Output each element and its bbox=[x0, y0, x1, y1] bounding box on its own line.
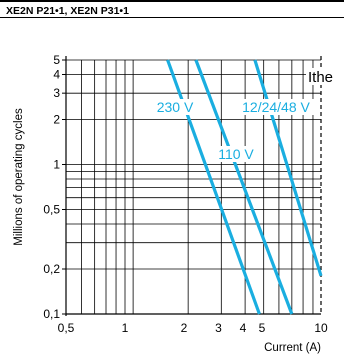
ithe-label: Ithe bbox=[308, 69, 333, 86]
y-tick-label: 0,5 bbox=[43, 203, 60, 217]
series-line-110-v bbox=[194, 59, 294, 315]
y-tick-label: 0,1 bbox=[43, 307, 60, 321]
ithe-label-bg bbox=[306, 68, 344, 85]
series-label-110v-bg bbox=[215, 146, 257, 162]
x-tick-label: 0,5 bbox=[58, 321, 75, 335]
y-tick-label: 5 bbox=[53, 53, 60, 67]
series-label-12-24-48v: 12/24/48 V bbox=[242, 99, 310, 115]
x-tick-label: 10 bbox=[314, 321, 328, 335]
x-axis-label: Current (A) bbox=[264, 342, 321, 354]
y-axis-label: Millions of operating cycles bbox=[13, 108, 25, 246]
y-tick-label: 0,2 bbox=[43, 262, 60, 276]
x-tick-label: 3 bbox=[215, 321, 222, 335]
y-tick-label: 3 bbox=[53, 86, 60, 100]
y-tick-label: 4 bbox=[53, 67, 60, 81]
chart-title-bar: XE2N P21•1, XE2N P31•1 bbox=[0, 0, 344, 18]
x-tick-label: 5 bbox=[259, 321, 266, 335]
series-label-110v: 110 V bbox=[218, 146, 254, 162]
y-tick-label: 1 bbox=[53, 157, 60, 171]
series-label-12-24-48v-bg bbox=[235, 99, 317, 115]
series-label-230v-bg bbox=[154, 99, 196, 115]
x-tick-label: 2 bbox=[181, 321, 188, 335]
x-tick-label: 4 bbox=[240, 321, 247, 335]
series-line-12-24-48-v bbox=[253, 59, 323, 277]
x-tick-label: 1 bbox=[122, 321, 129, 335]
chart-title: XE2N P21•1, XE2N P31•1 bbox=[6, 5, 129, 17]
series-label-230v: 230 V bbox=[157, 99, 194, 115]
y-tick-label: 2 bbox=[53, 112, 60, 126]
